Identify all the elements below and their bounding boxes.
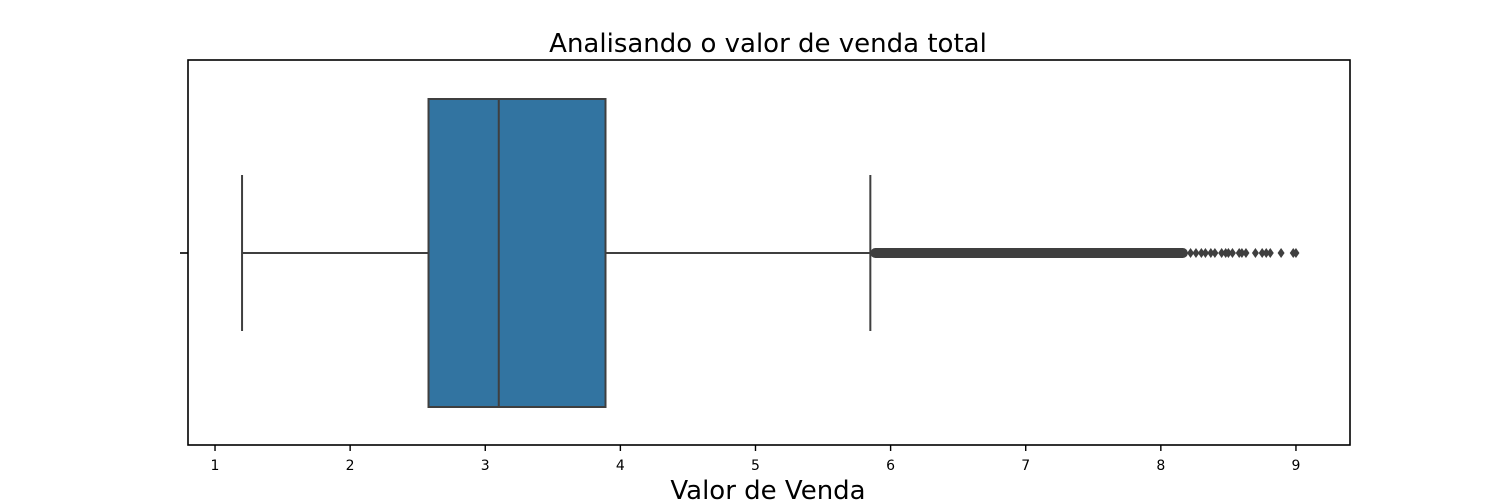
iqr-box [427,98,607,408]
outlier-point [1277,248,1285,258]
x-tick-label: 4 [616,458,625,474]
outlier-point [1192,248,1200,258]
outlier-point [1187,248,1195,258]
outlier-point [1207,248,1215,258]
outlier-point [1218,248,1226,258]
outlier-point [1228,248,1236,258]
outlier-point [1242,248,1250,258]
outlier-point [1266,248,1274,258]
outlier-point [1258,248,1266,258]
outlier-point [1211,248,1219,258]
x-tick-label: 5 [751,458,760,474]
x-axis-label: Valor de Venda [670,476,865,500]
plot-area [241,98,1300,408]
x-tick-label: 3 [481,458,490,474]
x-tick-label: 7 [1021,458,1030,474]
x-tick-label: 6 [886,458,895,474]
outlier-point [1251,248,1259,258]
outlier-point [1224,248,1232,258]
x-tick-label: 9 [1291,458,1300,474]
outlier-point [1292,248,1300,258]
outlier-band [870,248,1188,258]
x-tick-label: 8 [1156,458,1165,474]
outlier-point [1201,248,1209,258]
outlier-point [1262,248,1270,258]
outlier-point [1238,248,1246,258]
outlier-point [1197,248,1205,258]
x-tick-label: 2 [346,458,355,474]
x-axis-ticks: 1 2 3 4 5 6 7 8 9 [211,445,1300,474]
x-tick-label: 1 [211,458,220,474]
chart-title: Analisando o valor de venda total [549,29,987,59]
